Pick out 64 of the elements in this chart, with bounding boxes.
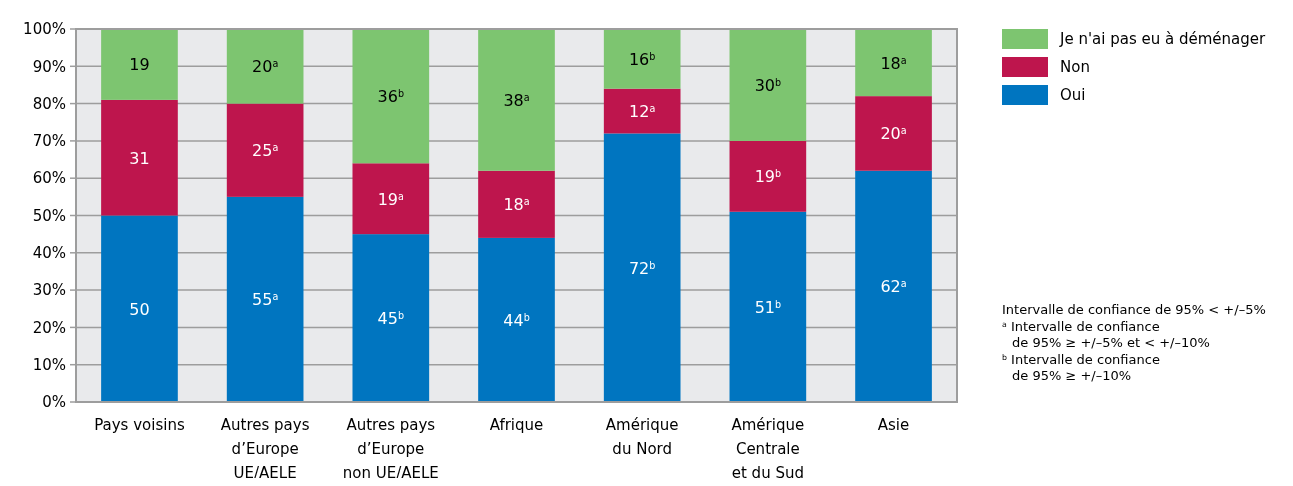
data-label: 18$^{a}$ — [880, 53, 907, 73]
data-label: 30$^{b}$ — [754, 75, 782, 95]
x-tick-label: Afrique — [489, 416, 544, 434]
bar — [226, 103, 304, 197]
y-tick-label: 90% — [32, 57, 66, 76]
x-tick-label: Pays voisins — [94, 416, 185, 434]
bar — [478, 170, 555, 238]
y-tick-label: 70% — [32, 132, 66, 151]
data-label: 36$^{b}$ — [377, 87, 405, 107]
legend-label: Oui — [1060, 86, 1086, 104]
bar — [603, 133, 681, 402]
y-tick-label: 0% — [42, 393, 66, 412]
x-tick-label: Amérique du Nord — [605, 416, 679, 458]
data-label: 19$^{b}$ — [754, 167, 782, 187]
y-tick-label: 50% — [32, 206, 66, 225]
y-tick-label: 80% — [32, 94, 66, 113]
data-label: 50 — [129, 299, 150, 319]
data-label: 25$^{a}$ — [252, 141, 279, 161]
text: $^{a}$ Intervalle de confiance de 95% ≥ +/–5% et < +/–10% — [1002, 318, 1210, 350]
data-label: 18$^{a}$ — [503, 195, 530, 215]
bar — [226, 196, 304, 402]
data-label: 45$^{b}$ — [377, 309, 405, 329]
data-label: 38$^{a}$ — [503, 90, 530, 110]
bar — [352, 163, 430, 235]
data-label: 44$^{b}$ — [503, 310, 530, 330]
bar — [101, 99, 178, 216]
data-label: 19$^{a}$ — [377, 189, 404, 209]
text: Intervalle de confiance de 95% < +/–5% — [1002, 302, 1266, 317]
bar — [101, 29, 178, 100]
y-tick-label: 40% — [32, 244, 66, 263]
x-tick-label: Asie — [877, 416, 910, 434]
data-label: 55$^{a}$ — [252, 290, 279, 310]
bar — [729, 29, 807, 141]
data-label: 51$^{b}$ — [754, 297, 782, 317]
data-label: 20$^{a}$ — [880, 124, 907, 144]
y-tick-label: 10% — [32, 355, 66, 374]
text: $^{b}$ Intervalle de confiance de 95% ≥ +/–10% — [1002, 351, 1160, 383]
legend-label: Non — [1060, 58, 1090, 76]
bar — [352, 234, 430, 402]
x-tick-label: Amérique Centrale et du Sud — [731, 416, 805, 482]
data-label: 19 — [129, 55, 150, 75]
data-label: 12$^{a}$ — [629, 102, 656, 122]
legend-label: Je n'ai pas eu à déménager — [1059, 30, 1266, 48]
data-label: 16$^{b}$ — [628, 49, 656, 69]
data-label: 62$^{a}$ — [880, 277, 907, 297]
bar — [729, 140, 807, 212]
data-label: 31 — [129, 148, 150, 168]
y-tick-label: 30% — [32, 281, 66, 300]
y-tick-label: 60% — [32, 169, 66, 188]
bar — [855, 96, 932, 171]
bar — [352, 29, 430, 164]
data-label: 20$^{a}$ — [252, 57, 279, 77]
bar — [729, 211, 807, 402]
bar — [226, 29, 304, 104]
bar — [478, 29, 555, 171]
bar — [101, 215, 178, 402]
bar — [855, 29, 932, 97]
bar — [478, 237, 555, 402]
bar — [603, 88, 681, 134]
bar — [855, 170, 932, 402]
data-label: 72$^{b}$ — [628, 258, 656, 278]
bar — [603, 29, 681, 89]
y-tick-label: 20% — [32, 318, 66, 337]
y-tick-label: 100% — [23, 20, 66, 39]
